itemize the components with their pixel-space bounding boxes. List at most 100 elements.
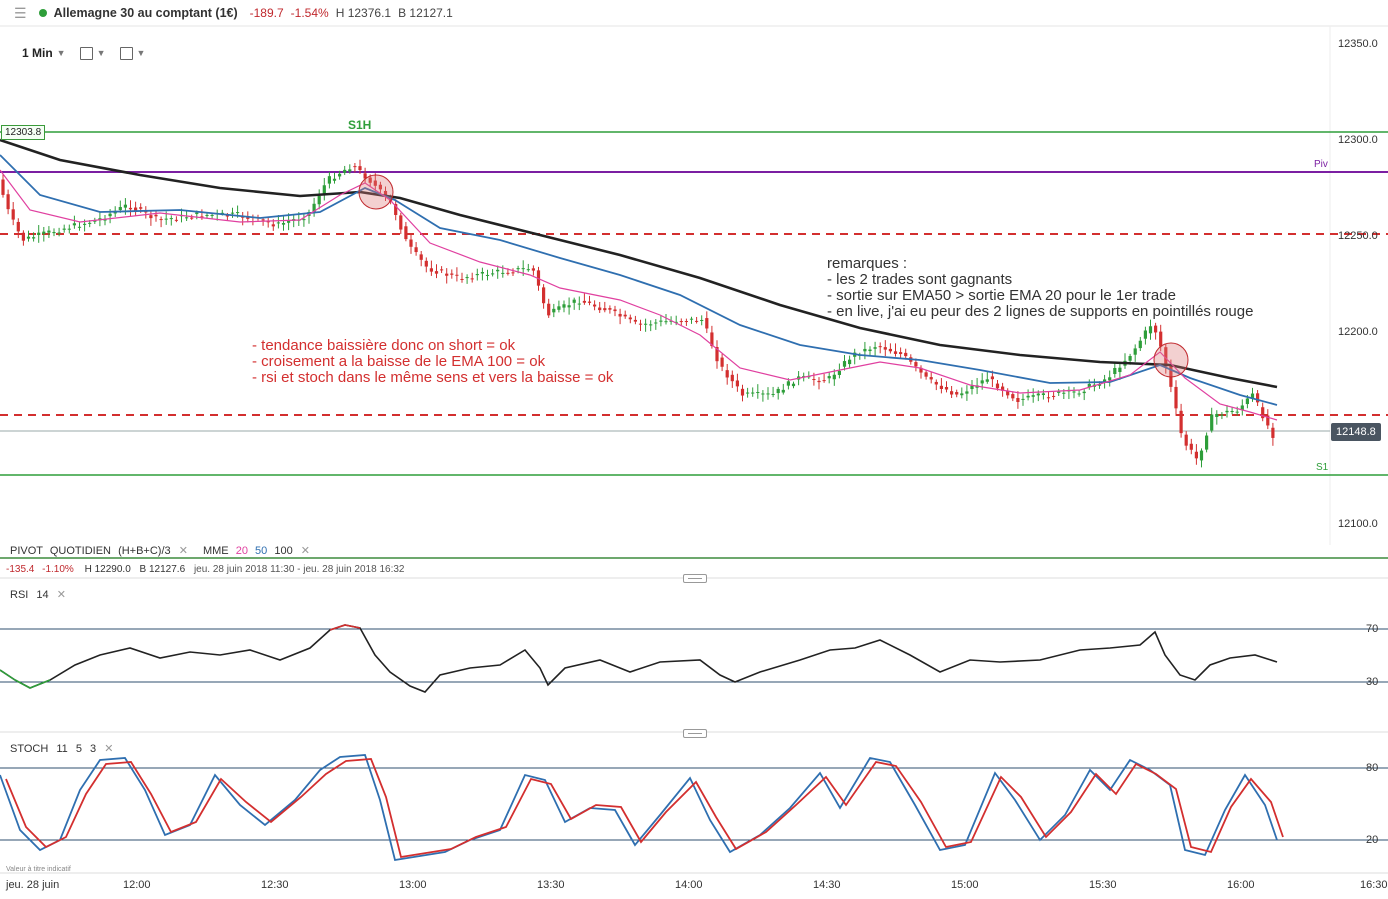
candle-body — [710, 332, 714, 347]
candle-body — [1016, 398, 1020, 403]
pivot-indicator-formula[interactable]: (H+B+C)/3 — [118, 545, 171, 557]
stoch-20-label: 20 — [1366, 834, 1379, 846]
chevron-down-icon[interactable]: ▼ — [96, 48, 106, 58]
bid-price: B 12127.1 — [398, 6, 453, 20]
candle-body — [995, 383, 1000, 389]
candle-body — [1199, 450, 1204, 461]
pivot-indicator-type[interactable]: QUOTIDIEN — [49, 545, 111, 557]
candle-body — [1118, 367, 1122, 373]
candle-body — [424, 260, 428, 267]
candle-body — [450, 273, 454, 275]
info-high: H 12290.0 — [84, 564, 131, 575]
annotation-line: - rsi et stoch dans le même sens et vers… — [252, 369, 614, 386]
candle-body — [11, 209, 15, 220]
candle-body — [169, 218, 173, 220]
candle-body — [83, 223, 87, 225]
candle-body — [1087, 383, 1091, 388]
ema-20-param[interactable]: 20 — [235, 545, 248, 557]
hamburger-menu-icon[interactable]: ☰ — [14, 4, 27, 21]
ema-50-param[interactable]: 50 — [255, 545, 268, 557]
info-low: B 12127.6 — [139, 564, 186, 575]
candle-body — [1138, 340, 1142, 349]
ema-indicator-name[interactable]: MME — [202, 545, 229, 557]
close-icon[interactable]: ✕ — [104, 743, 114, 755]
stoch-param[interactable]: 3 — [90, 743, 97, 755]
candle-body — [154, 214, 158, 217]
candle-body — [348, 169, 352, 172]
pivot-indicator-name[interactable]: PIVOT — [10, 545, 43, 557]
candlestick-chart-icon[interactable] — [79, 46, 93, 60]
candle-body — [220, 212, 224, 214]
stoch-k-line — [0, 754, 1278, 862]
candle-body — [562, 304, 566, 308]
chevron-down-icon[interactable]: ▼ — [136, 48, 146, 58]
candle-body — [878, 346, 882, 348]
candle-body — [409, 239, 413, 247]
candle-body — [776, 388, 780, 394]
candle-body — [190, 217, 194, 219]
time-axis-label: 15:00 — [951, 879, 979, 891]
candle-body — [577, 303, 581, 305]
candle-body — [791, 383, 796, 387]
candle-body — [761, 393, 765, 395]
candle-body — [185, 217, 189, 219]
candle-body — [383, 190, 388, 196]
close-icon[interactable]: ✕ — [56, 589, 66, 601]
candle-body — [740, 388, 745, 396]
stoch-name[interactable]: STOCH — [10, 743, 49, 755]
candle-body — [322, 185, 326, 195]
stoch-80-label: 80 — [1366, 762, 1379, 774]
candle-body — [567, 305, 571, 308]
price-axis-label: 12100.0 — [1338, 518, 1378, 530]
candle-body — [990, 376, 994, 380]
instrument-header: ☰ Allemagne 30 au comptant (1€) -189.7 -… — [0, 0, 1388, 26]
candle-body — [547, 303, 551, 316]
instrument-title: Allemagne 30 au comptant (1€) — [53, 6, 238, 20]
s1h-label: S1H — [348, 118, 372, 132]
stoch-param[interactable]: 5 — [75, 743, 82, 755]
candle-body — [674, 321, 678, 323]
candle-body — [118, 207, 122, 211]
close-icon[interactable]: ✕ — [178, 545, 188, 557]
timeframe-selector[interactable]: 1 Min — [22, 46, 53, 60]
panel-resize-handle[interactable] — [683, 574, 707, 583]
candle-body — [6, 194, 10, 210]
candle-body — [980, 380, 984, 384]
candle-body — [205, 214, 209, 216]
pivot-label: Piv — [1314, 159, 1328, 170]
candle-body — [353, 166, 357, 168]
candle-body — [134, 207, 138, 211]
panel-resize-handle[interactable] — [683, 729, 707, 738]
candle-body — [230, 212, 235, 214]
chart-layout-icon[interactable] — [119, 46, 133, 60]
candle-body — [1077, 393, 1081, 395]
candle-body — [593, 304, 597, 307]
candle-body — [817, 380, 821, 383]
ema-100-param[interactable]: 100 — [274, 545, 293, 557]
candle-body — [1133, 348, 1137, 355]
rsi-legend: RSI 14 ✕ — [10, 588, 66, 601]
candle-body — [960, 393, 964, 396]
candle-body — [1072, 391, 1076, 393]
candle-body — [715, 347, 719, 362]
candle-body — [965, 391, 969, 394]
candle-body — [174, 219, 178, 221]
candle-body — [62, 228, 66, 230]
candle-body — [970, 385, 974, 390]
rsi-param[interactable]: 14 — [36, 589, 49, 601]
candle-body — [771, 393, 775, 395]
stoch-param[interactable]: 11 — [56, 743, 68, 755]
annotation-line: - en live, j'ai eu peur des 2 lignes de … — [827, 303, 1254, 320]
candle-body — [1235, 411, 1239, 413]
candle-body — [88, 222, 92, 224]
candle-body — [72, 223, 76, 226]
chevron-down-icon[interactable]: ▼ — [56, 48, 66, 58]
close-icon[interactable]: ✕ — [300, 545, 310, 557]
time-axis-label: 12:00 — [123, 879, 151, 891]
candle-body — [689, 318, 694, 320]
candle-body — [756, 392, 760, 394]
candle-body — [934, 381, 938, 385]
candle-body — [210, 214, 214, 216]
rsi-name[interactable]: RSI — [10, 589, 29, 601]
